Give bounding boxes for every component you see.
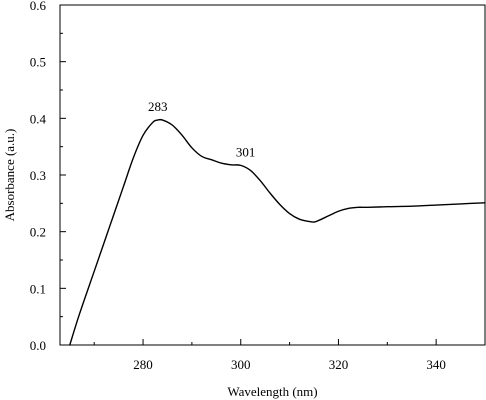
plot-frame: [59, 4, 486, 346]
series-layer: [69, 118, 486, 346]
y-tick-label: 0.0: [30, 338, 46, 353]
y-axis: 0.0 0.1 0.2 0.3 0.4 0.5 0.6: [30, 0, 66, 353]
x-tick-label: 320: [329, 357, 349, 372]
y-tick-label: 0.5: [30, 55, 46, 70]
y-tick-label: 0.2: [30, 225, 46, 240]
peak-annotation: 283: [148, 99, 168, 114]
y-tick-label: 0.6: [30, 0, 47, 13]
y-tick-label: 0.1: [30, 281, 46, 296]
y-tick-label: 0.4: [30, 111, 47, 126]
plot-border: [59, 4, 486, 346]
x-tick-label: 340: [426, 357, 446, 372]
y-axis-title: Absorbance (a.u.): [2, 129, 17, 222]
x-axis-title: Wavelength (nm): [227, 384, 317, 399]
x-tick-label: 300: [231, 357, 251, 372]
x-tick-label: 280: [133, 357, 153, 372]
absorbance-line: [69, 118, 486, 346]
x-axis: 280 300 320 340: [93, 339, 486, 372]
peak-annotation: 301: [236, 144, 256, 159]
y-tick-label: 0.3: [30, 168, 46, 183]
annotation-layer: 283 301: [148, 99, 255, 159]
